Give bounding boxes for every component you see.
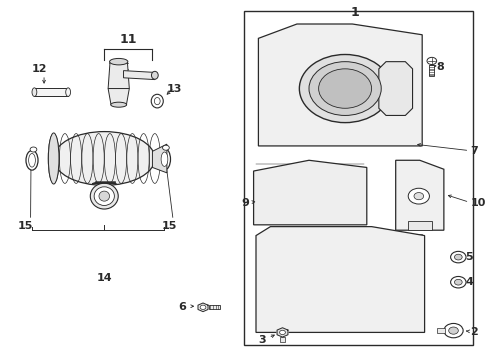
Polygon shape <box>198 303 207 312</box>
Circle shape <box>279 330 285 334</box>
Polygon shape <box>92 183 116 184</box>
Text: 9: 9 <box>241 198 248 208</box>
Polygon shape <box>395 160 443 230</box>
Ellipse shape <box>94 187 114 206</box>
Ellipse shape <box>151 71 158 79</box>
Ellipse shape <box>32 88 37 96</box>
Text: 3: 3 <box>258 334 265 345</box>
Ellipse shape <box>151 94 163 108</box>
Ellipse shape <box>154 98 160 105</box>
Circle shape <box>318 69 371 108</box>
Polygon shape <box>123 71 155 80</box>
Ellipse shape <box>54 132 155 185</box>
Ellipse shape <box>158 148 170 170</box>
Circle shape <box>443 323 462 338</box>
Text: 1: 1 <box>350 6 358 19</box>
Polygon shape <box>108 62 129 89</box>
Polygon shape <box>428 64 433 76</box>
Polygon shape <box>407 221 431 230</box>
Text: 13: 13 <box>166 84 182 94</box>
Text: 8: 8 <box>436 62 444 72</box>
Ellipse shape <box>161 152 167 166</box>
Polygon shape <box>34 88 68 96</box>
Circle shape <box>453 254 461 260</box>
Polygon shape <box>277 328 287 337</box>
Circle shape <box>299 54 390 123</box>
Circle shape <box>448 327 457 334</box>
Polygon shape <box>108 89 129 105</box>
Circle shape <box>426 57 436 64</box>
Text: 15: 15 <box>162 221 177 231</box>
Polygon shape <box>280 337 285 342</box>
Polygon shape <box>152 144 166 173</box>
Ellipse shape <box>29 153 35 167</box>
Polygon shape <box>378 62 412 116</box>
Text: 10: 10 <box>469 198 485 208</box>
Text: 2: 2 <box>469 327 477 337</box>
Text: 14: 14 <box>96 273 112 283</box>
Text: 12: 12 <box>32 64 47 74</box>
Circle shape <box>30 147 37 152</box>
Text: 6: 6 <box>178 302 186 312</box>
Text: 5: 5 <box>465 252 472 262</box>
Polygon shape <box>436 328 444 333</box>
Circle shape <box>449 251 465 263</box>
Text: 4: 4 <box>465 277 472 287</box>
Bar <box>244 12 472 345</box>
Polygon shape <box>253 160 366 225</box>
Ellipse shape <box>111 102 126 107</box>
Circle shape <box>453 279 461 285</box>
Polygon shape <box>258 24 421 146</box>
Text: 7: 7 <box>469 146 477 156</box>
Ellipse shape <box>99 191 109 201</box>
Circle shape <box>407 188 428 204</box>
Circle shape <box>449 276 465 288</box>
Ellipse shape <box>65 88 70 96</box>
Text: 11: 11 <box>120 32 137 45</box>
Ellipse shape <box>48 133 59 184</box>
Circle shape <box>308 62 381 116</box>
Text: 15: 15 <box>18 221 33 231</box>
Circle shape <box>413 193 423 200</box>
Circle shape <box>200 305 205 310</box>
Ellipse shape <box>109 58 127 65</box>
Polygon shape <box>256 226 424 332</box>
Circle shape <box>162 145 169 150</box>
Polygon shape <box>208 305 220 310</box>
Ellipse shape <box>26 150 38 170</box>
Ellipse shape <box>90 183 118 209</box>
